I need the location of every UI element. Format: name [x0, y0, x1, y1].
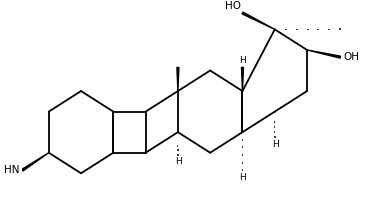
Polygon shape: [177, 67, 179, 91]
Text: HN: HN: [4, 165, 20, 175]
Text: H: H: [240, 173, 246, 182]
Polygon shape: [22, 153, 49, 171]
Text: H: H: [239, 56, 246, 65]
Text: HO: HO: [224, 1, 241, 11]
Polygon shape: [242, 12, 275, 29]
Polygon shape: [307, 50, 340, 58]
Text: OH: OH: [343, 52, 359, 62]
Text: H: H: [175, 157, 182, 166]
Polygon shape: [241, 67, 244, 91]
Text: H: H: [272, 140, 279, 149]
